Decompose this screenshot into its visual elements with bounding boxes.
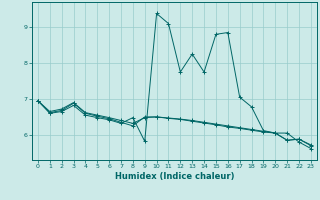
X-axis label: Humidex (Indice chaleur): Humidex (Indice chaleur) bbox=[115, 172, 234, 181]
